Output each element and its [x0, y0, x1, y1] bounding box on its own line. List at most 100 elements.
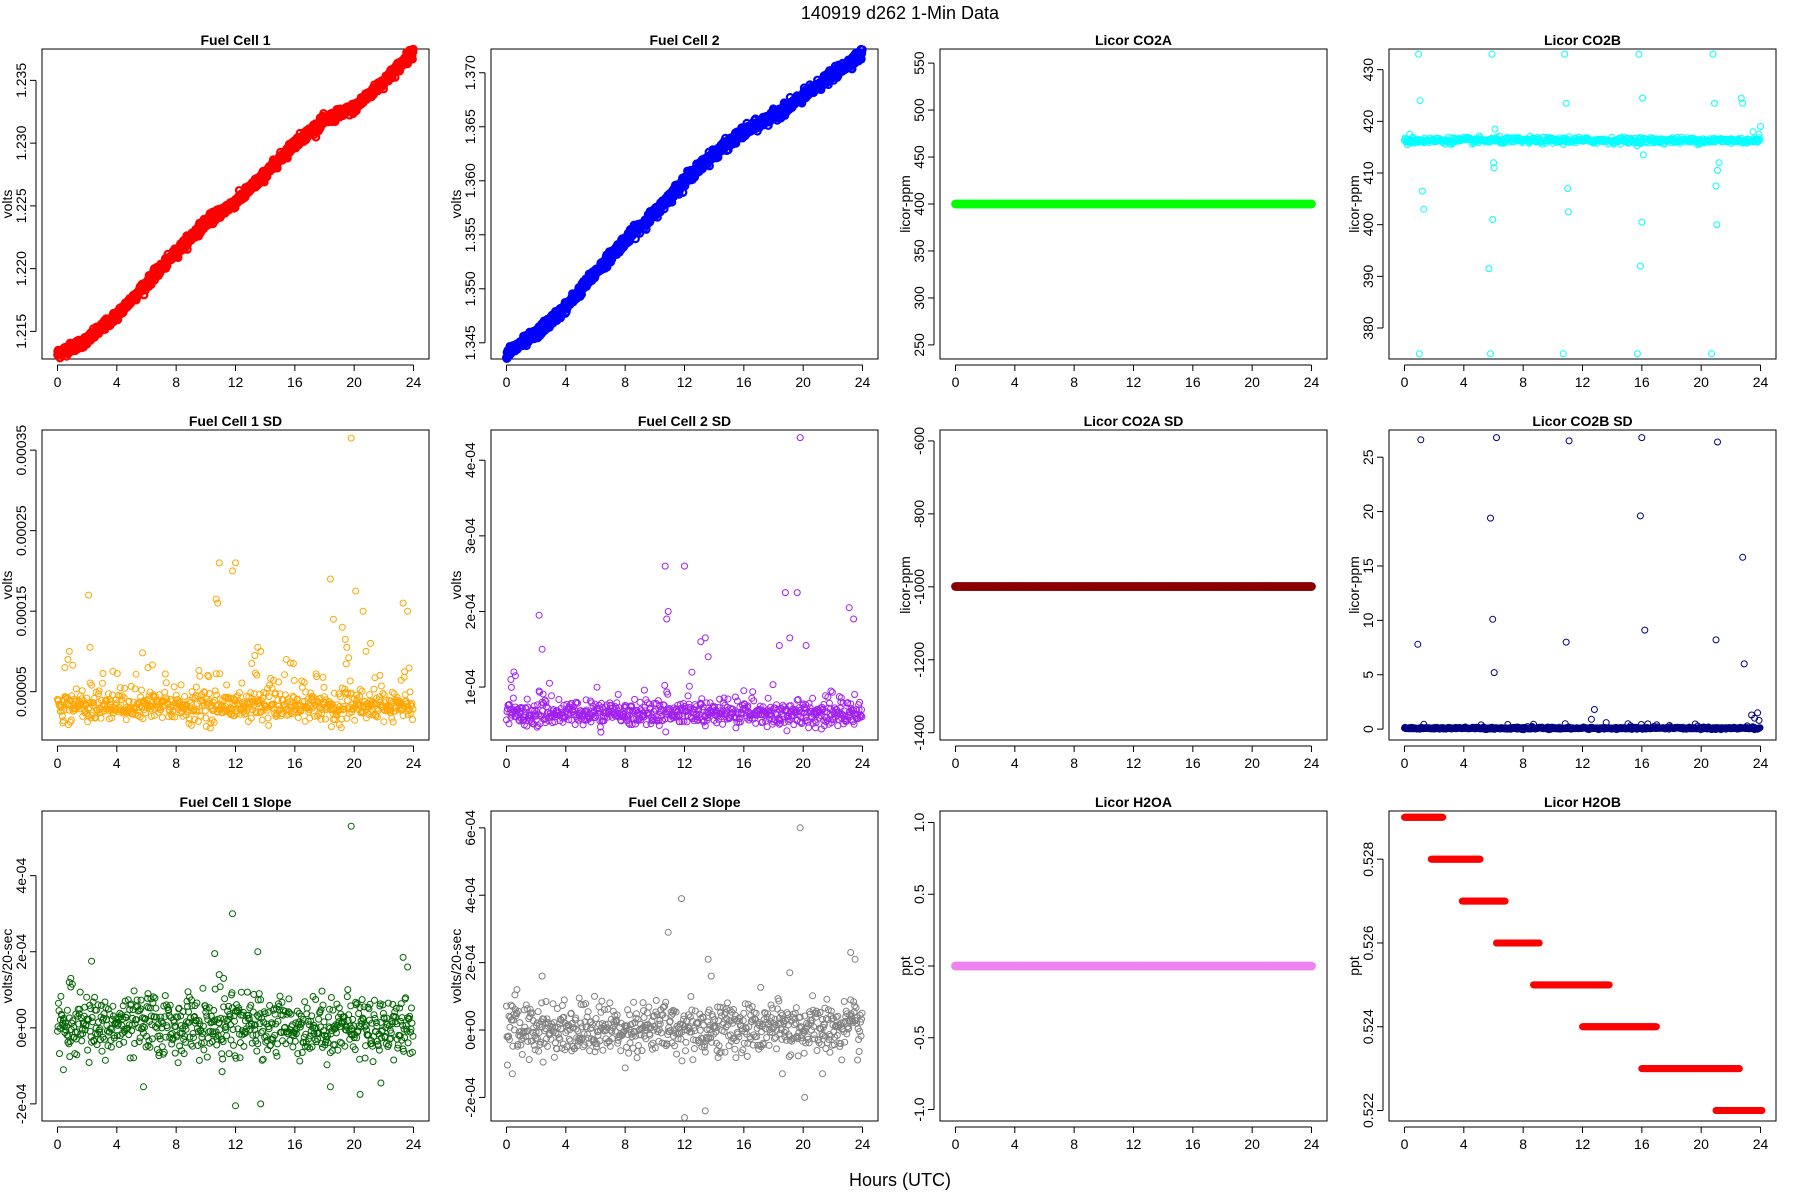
data-point — [64, 656, 72, 663]
data-point — [409, 716, 416, 724]
data-point — [61, 664, 69, 671]
data-point — [362, 647, 370, 655]
y-tick-label: 400 — [1360, 213, 1376, 237]
data-point — [388, 714, 396, 722]
data-point — [389, 718, 397, 726]
y-axis-label: licor-ppm — [1346, 175, 1362, 233]
x-tick-label: 16 — [736, 755, 752, 771]
data-point — [405, 664, 413, 672]
data-point — [104, 690, 112, 698]
data-point — [327, 723, 335, 731]
panel-title: Fuel Cell 2 SD — [638, 413, 731, 429]
x-tick-label: 16 — [1185, 374, 1201, 390]
data-point — [65, 647, 73, 655]
data-point — [84, 718, 92, 726]
data-point — [248, 660, 256, 667]
y-tick-label: 350 — [911, 239, 927, 263]
x-tick-label: 8 — [172, 755, 180, 771]
y-tick-label: 380 — [1360, 316, 1376, 340]
data-point — [181, 693, 189, 700]
data-point — [1712, 182, 1720, 190]
data-point — [399, 599, 407, 607]
data-point — [253, 671, 261, 679]
data-point — [1713, 221, 1721, 229]
y-tick-label: 1.220 — [13, 251, 29, 286]
y-tick-label: 3e-04 — [462, 518, 478, 554]
data-point — [571, 721, 579, 728]
data-point — [548, 692, 555, 700]
data-point — [539, 690, 547, 698]
x-tick-label: 16 — [736, 374, 752, 390]
x-tick-label: 0 — [503, 755, 511, 771]
x-tick-label: 20 — [346, 755, 362, 771]
y-tick-label: 1e-04 — [462, 669, 478, 705]
y-tick-label: 400 — [911, 192, 927, 216]
data-points — [503, 434, 866, 736]
data-point — [1491, 125, 1499, 133]
data-point — [338, 623, 346, 631]
data-point — [523, 695, 531, 703]
data-point — [359, 607, 367, 615]
panel-title: Licor CO2A — [1095, 32, 1172, 48]
data-point — [1418, 187, 1426, 195]
panel-title: Licor CO2B — [1544, 32, 1621, 48]
y-tick-label: 300 — [911, 286, 927, 310]
y-tick-label: 390 — [1360, 264, 1376, 288]
panel-title: Fuel Cell 2 — [649, 32, 719, 48]
y-tick-label: 1.345 — [462, 325, 478, 360]
data-point — [177, 681, 185, 689]
data-point — [1487, 350, 1494, 358]
x-tick-label: 0 — [54, 755, 62, 771]
y-axis-label: volts — [0, 571, 15, 600]
data-point — [406, 688, 414, 696]
data-point — [238, 679, 246, 687]
data-point — [408, 44, 418, 54]
data-point — [138, 686, 145, 694]
y-tick-label: 1.370 — [462, 55, 478, 90]
panel-title: Fuel Cell 1 SD — [189, 413, 282, 429]
data-point — [404, 607, 412, 615]
x-axis: 0 4 8 12 16 20 24 — [54, 364, 422, 390]
x-tick-label: 4 — [113, 755, 121, 771]
x-tick-label: 8 — [1070, 374, 1078, 390]
data-point — [376, 671, 384, 679]
data-point — [215, 559, 223, 567]
x-axis: 0 4 8 12 16 20 24 — [54, 745, 422, 771]
x-tick-label: 24 — [1753, 374, 1769, 390]
data-point — [1559, 350, 1567, 358]
data-points — [951, 199, 1316, 209]
x-tick-label: 4 — [562, 755, 570, 771]
data-point — [162, 679, 170, 687]
data-point — [232, 559, 239, 567]
data-point — [346, 677, 354, 685]
data-point — [1562, 99, 1570, 107]
plot-frame — [41, 48, 430, 360]
x-tick-label: 20 — [1693, 374, 1709, 390]
data-point — [1635, 50, 1643, 58]
x-tick-label: 8 — [621, 755, 629, 771]
x-axis: 0 4 8 12 16 20 24 — [1401, 364, 1769, 390]
x-tick-label: 24 — [1304, 374, 1320, 390]
y-tick-label: 1.365 — [462, 109, 478, 144]
data-point — [158, 714, 166, 721]
data-point — [320, 683, 328, 691]
x-tick-label: 4 — [562, 374, 570, 390]
data-point — [380, 718, 388, 726]
data-point — [170, 683, 178, 691]
x-tick-label: 24 — [406, 755, 422, 771]
data-point — [614, 691, 622, 698]
data-point — [1489, 216, 1497, 223]
data-point — [258, 716, 266, 724]
y-axis-label: volts — [448, 190, 464, 219]
data-point — [555, 696, 563, 703]
data-point — [1633, 350, 1641, 358]
x-tick-label: 12 — [677, 755, 693, 771]
data-point — [1415, 350, 1423, 358]
data-point — [1711, 99, 1718, 107]
data-point — [1420, 205, 1428, 213]
data-point — [352, 587, 360, 595]
data-point — [195, 666, 203, 674]
data-point — [1416, 97, 1424, 105]
